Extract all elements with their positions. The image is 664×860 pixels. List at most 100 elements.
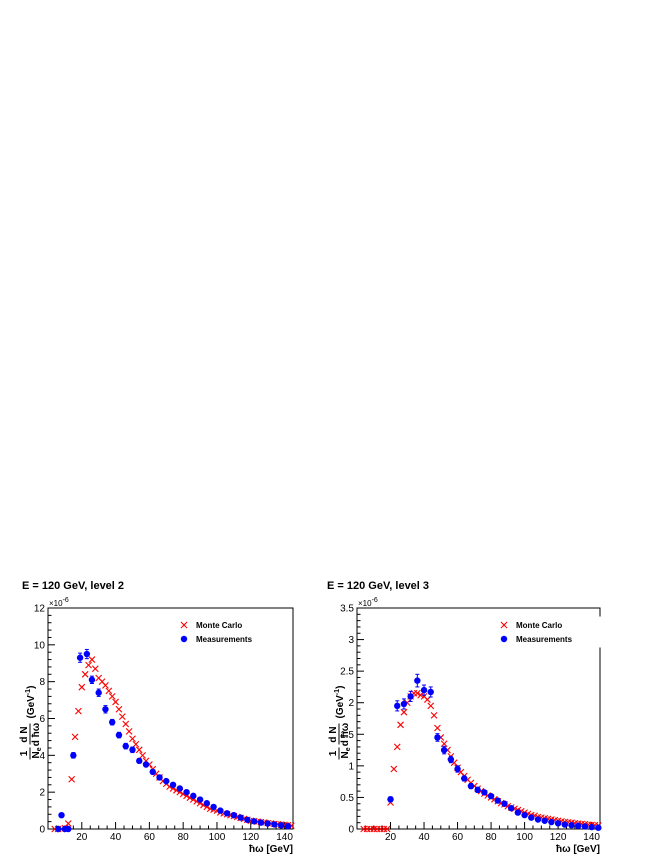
- y-label-frac1-den-sub: e: [345, 747, 352, 751]
- measurement-point: [387, 796, 394, 803]
- measurement-point: [136, 757, 143, 765]
- x-tick-label: 140: [276, 832, 293, 843]
- measurement-point: [65, 825, 72, 833]
- measurement-point: [277, 822, 285, 829]
- chart-panel-2: E = 120 GeV, level 3 20 40 60 80 100 120 140 0 0.…: [327, 580, 602, 855]
- mc-point: [105, 687, 113, 695]
- measurement-point: [494, 797, 501, 804]
- measurement-point: [210, 803, 217, 811]
- measurement-point: [156, 774, 163, 781]
- y-label-frac1-den: Ne: [340, 747, 352, 758]
- y-tick-label: 6: [39, 714, 45, 725]
- measurement-point: [115, 731, 123, 739]
- measurement-point: [467, 782, 475, 790]
- measurement-point: [129, 746, 136, 754]
- measurement-point: [149, 768, 156, 776]
- measurement-point: [142, 761, 150, 768]
- mc-point: [423, 696, 431, 703]
- mc-point: [390, 765, 398, 773]
- measurement-point: [568, 822, 575, 829]
- mc-point: [108, 693, 116, 700]
- mc-point: [393, 743, 401, 751]
- mc-point: [71, 733, 79, 741]
- y-label-frac2-den: d ħω: [31, 722, 42, 746]
- mc-point: [132, 740, 140, 748]
- series-circle: [54, 648, 292, 833]
- mc-point: [118, 713, 126, 721]
- measurement-point: [102, 705, 109, 714]
- y-tick-label: 3: [348, 635, 354, 646]
- measurement-point: [440, 745, 448, 755]
- mc-point: [135, 746, 143, 754]
- y-label-frac1-den: Ne: [31, 747, 43, 758]
- y-label-frac1-num: 1: [19, 750, 30, 756]
- legend-label: Monte Carlo: [516, 621, 562, 630]
- legend-label: Monte Carlo: [196, 621, 242, 630]
- measurement-point: [561, 821, 569, 828]
- mc-point: [139, 751, 147, 759]
- measurement-point: [250, 818, 258, 825]
- x-tick-label: 100: [516, 832, 533, 843]
- y-label-unit-main: (GeV: [26, 695, 37, 719]
- measurement-point: [414, 673, 421, 688]
- measurement-point: [501, 800, 508, 807]
- measurement-point: [217, 807, 224, 814]
- measurement-point: [109, 718, 116, 726]
- mc-point: [102, 681, 109, 689]
- measurement-point: [534, 816, 542, 823]
- y-multiplier: ×10-6: [358, 597, 378, 608]
- y-label-unit-close: ): [335, 686, 346, 689]
- mc-point: [129, 735, 136, 743]
- legend-label: Measurements: [196, 635, 253, 644]
- series-circle: [387, 673, 602, 831]
- y-label-unit-main: (GeV: [335, 695, 346, 719]
- measurement-point: [190, 792, 197, 800]
- legend: Monte Carlo Measurements: [491, 616, 601, 648]
- mc-point: [430, 711, 438, 719]
- y-label-frac2-num: d N: [19, 726, 30, 742]
- mc-point: [75, 707, 82, 715]
- x-tick-label: 20: [385, 832, 397, 843]
- measurement-point: [95, 688, 102, 697]
- mc-point: [88, 656, 96, 663]
- chart-title: E = 120 GeV, level 3: [327, 580, 429, 592]
- mc-point: [112, 698, 119, 706]
- mc-point: [122, 720, 130, 728]
- measurement-point: [176, 785, 183, 792]
- y-multiplier-base: ×10: [358, 599, 372, 608]
- measurement-point: [58, 811, 65, 819]
- legend-measurement-marker: [180, 635, 188, 643]
- mc-point: [434, 724, 441, 732]
- y-label-unit: (GeV-1): [25, 686, 37, 719]
- measurement-point: [554, 820, 562, 827]
- mc-point: [440, 740, 448, 748]
- measurement-point: [223, 810, 231, 817]
- measurement-point: [487, 792, 495, 800]
- measurement-point: [420, 684, 428, 696]
- x-tick-label: 40: [110, 832, 122, 843]
- y-label-frac1-num: 1: [328, 750, 339, 756]
- mc-point: [91, 665, 99, 673]
- measurement-point: [196, 796, 204, 803]
- y-label-frac1-den-main: N: [31, 751, 42, 758]
- x-tick-label: 60: [452, 832, 464, 843]
- measurement-point: [163, 777, 170, 785]
- y-tick-label: 1: [348, 761, 354, 772]
- chart-panel-1: E = 120 GeV, level 2 20 40 60 80 100 120 140 0 2 4…: [19, 580, 295, 855]
- measurement-point: [588, 823, 595, 831]
- y-tick-label: 0.5: [340, 793, 354, 804]
- y-multiplier-exp: -6: [372, 597, 378, 604]
- measurement-point: [514, 809, 522, 816]
- measurement-point: [257, 819, 265, 826]
- y-tick-label: 12: [34, 604, 46, 615]
- x-tick-label: 100: [209, 832, 226, 843]
- mc-point: [427, 702, 435, 710]
- measurement-point: [230, 811, 238, 819]
- series-x: [51, 656, 295, 833]
- y-tick-label: 10: [34, 640, 46, 651]
- y-label-frac1-den-sub: e: [36, 747, 43, 751]
- measurement-point: [83, 648, 91, 660]
- legend-mc-marker: [500, 621, 508, 629]
- x-tick-label: 60: [144, 832, 156, 843]
